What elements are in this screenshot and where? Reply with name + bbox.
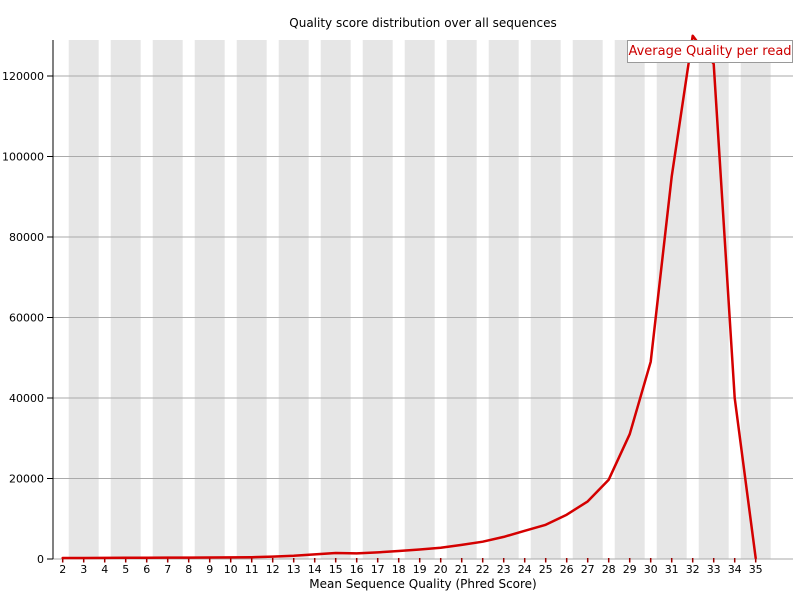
x-tick-label: 6 (143, 563, 150, 576)
x-tick-label: 12 (266, 563, 280, 576)
x-tick-label: 26 (560, 563, 574, 576)
y-tick-label: 0 (37, 553, 44, 566)
x-tick-label: 18 (392, 563, 406, 576)
x-tick-label: 24 (518, 563, 532, 576)
x-tick-label: 21 (455, 563, 469, 576)
x-tick-label: 11 (245, 563, 259, 576)
background-band (614, 40, 645, 559)
y-tick-label: 100000 (2, 151, 44, 164)
x-tick-label: 19 (413, 563, 427, 576)
y-tick-label: 40000 (9, 392, 44, 405)
x-tick-label: 34 (728, 563, 742, 576)
background-band (68, 40, 99, 559)
x-tick-label: 16 (350, 563, 364, 576)
x-tick-label: 35 (749, 563, 763, 576)
x-tick-label: 17 (371, 563, 385, 576)
average-quality-line (61, 34, 757, 560)
x-tick-label: 33 (707, 563, 721, 576)
y-tick-label: 60000 (9, 312, 44, 325)
x-tick-label: 23 (497, 563, 511, 576)
x-tick-label: 9 (206, 563, 213, 576)
x-tick-label: 31 (665, 563, 679, 576)
background-band (404, 40, 435, 559)
chart-title: Quality score distribution over all sequ… (289, 16, 557, 30)
x-axis: 2 3 4 5 6 7 8 9 10 11 12 13 14 15 16 17 18 19 20 21 22 23 24 25… (59, 558, 763, 576)
x-tick-label: 29 (623, 563, 637, 576)
x-tick-label: 27 (581, 563, 595, 576)
background-band (278, 40, 309, 559)
background-band (236, 40, 267, 559)
x-tick-label: 3 (80, 563, 87, 576)
y-tick-label: 80000 (9, 231, 44, 244)
x-tick-label: 7 (164, 563, 171, 576)
x-tick-label: 5 (122, 563, 129, 576)
y-axis: 0 20000 40000 60000 80000 100000 120000 (2, 40, 54, 566)
x-tick-label: 8 (185, 563, 192, 576)
x-tick-label: 22 (476, 563, 490, 576)
legend: Average Quality per read (627, 40, 793, 63)
background-bands (68, 40, 771, 559)
x-tick-label: 28 (602, 563, 616, 576)
background-band (572, 40, 603, 559)
x-tick-label: 32 (686, 563, 700, 576)
y-tick-label: 120000 (2, 70, 44, 83)
background-band (488, 40, 519, 559)
background-band (446, 40, 477, 559)
x-tick-label: 15 (329, 563, 343, 576)
x-tick-label: 14 (308, 563, 322, 576)
y-tick-label: 20000 (9, 473, 44, 486)
background-band (362, 40, 393, 559)
legend-label: Average Quality per read (628, 44, 792, 59)
background-band (194, 40, 225, 559)
x-tick-label: 4 (101, 563, 108, 576)
background-band (530, 40, 561, 559)
x-tick-label: 30 (644, 563, 658, 576)
x-tick-label: 2 (59, 563, 66, 576)
x-axis-label: Mean Sequence Quality (Phred Score) (309, 577, 537, 591)
background-band (698, 40, 729, 559)
background-band (656, 40, 687, 559)
background-band (110, 40, 141, 559)
x-tick-label: 20 (434, 563, 448, 576)
background-band (152, 40, 183, 559)
x-tick-label: 13 (287, 563, 301, 576)
background-band (320, 40, 351, 559)
x-tick-label: 25 (539, 563, 553, 576)
x-tick-label: 10 (224, 563, 238, 576)
gridlines (53, 75, 793, 560)
